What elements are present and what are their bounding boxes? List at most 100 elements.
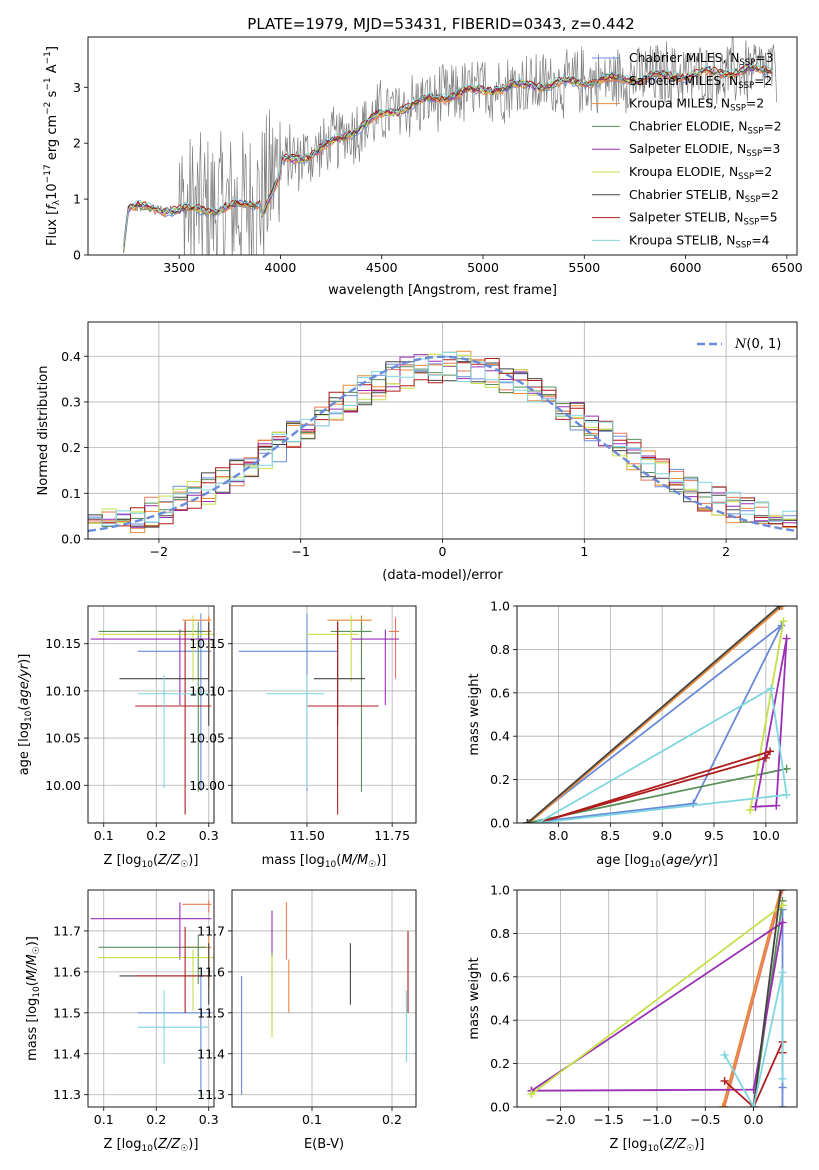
x-axis-label-part: (data-model)/error xyxy=(382,568,503,583)
x-axis-label: mass [log10(M/M☉)] xyxy=(262,853,387,870)
y-tick-label: 0.0 xyxy=(490,1100,510,1115)
x-axis-label-part: ☉ xyxy=(180,1144,188,1154)
panel-spectrum: 3500 4000 4500 5000 5500 6000 6500 0 1 2 3 Chabrier… xyxy=(43,36,803,298)
legend-label-tail: =2 xyxy=(746,97,764,111)
legend-label-sub: SSP xyxy=(730,104,746,114)
legend-label-tail: =2 xyxy=(754,165,772,179)
x-tick-label: 0.2 xyxy=(382,1112,402,1127)
y-tick-label: 10.10 xyxy=(189,683,225,698)
panel-weight_vs_Z: −2.0 −1.5 −1.0 −0.5 0.0 0.0 0.2 0.4 0.6 0.8 1.0 Z [… xyxy=(467,883,798,1154)
x-axis-label-part: 10 xyxy=(649,860,661,870)
legend-label: Chabrier MILES, NSSP=3 xyxy=(629,51,773,68)
x-tick-label: 0.2 xyxy=(146,1112,166,1127)
x-axis-label-part: ( xyxy=(659,1137,664,1152)
plot-area-age_vs_Z xyxy=(90,613,214,815)
panel-residuals: −2 −1 0 1 2 0.0 0.1 0.2 0.3 0.4 N(0, 1) (data-model… xyxy=(36,321,798,583)
panels: 3500 4000 4500 5000 5500 6000 6500 0 1 2 3 Chabrier… xyxy=(17,36,803,1154)
y-axis-label: mass weight xyxy=(467,957,482,1039)
y-tick-label: 0.8 xyxy=(490,642,510,657)
x-axis-label-part: ( xyxy=(661,853,666,868)
x-axis-label-part: Z/Z xyxy=(663,1137,687,1152)
y-tick-label: 10.00 xyxy=(45,778,81,793)
legend-label: Chabrier ELODIE, NSSP=2 xyxy=(629,119,782,136)
y-tick-label: 11.5 xyxy=(53,1005,81,1020)
x-tick-label: 1 xyxy=(580,544,588,559)
y-axis-label-part: −17 xyxy=(43,164,53,183)
y-axis-label-part: λ xyxy=(52,199,62,205)
y-tick-label: 0.6 xyxy=(490,969,510,984)
spectrum-model-line xyxy=(123,64,773,246)
y-axis-label-part: age/yr xyxy=(17,662,32,705)
y-axis-label-part: erg cm xyxy=(45,115,60,164)
y-axis-label-part: ] xyxy=(45,46,60,51)
x-axis-label-part: 10 xyxy=(141,1144,153,1154)
x-axis-label: E(B-V) xyxy=(304,1137,344,1152)
x-axis-label: (data-model)/error xyxy=(382,568,503,583)
y-tick-label: 11.4 xyxy=(53,1046,81,1061)
y-axis-label-part: ( xyxy=(25,981,40,986)
x-axis-label-part: M/M xyxy=(341,853,368,868)
weight-line xyxy=(530,920,784,1092)
figure-title: PLATE=1979, MJD=53431, FIBERID=0343, z=0… xyxy=(247,15,634,33)
y-axis-label-part: s xyxy=(45,90,60,101)
spectrum-model-line xyxy=(123,63,773,246)
y-tick-label: 11.6 xyxy=(53,964,81,979)
legend-label-sub: SSP xyxy=(747,126,763,136)
panel-weight_vs_age: 8.0 8.5 9.0 9.5 10.0 0.0 0.2 0.4 0.6 0.8 1.0 age [l… xyxy=(467,599,798,870)
y-tick-label: 10.05 xyxy=(189,731,225,746)
y-tick-label: 3 xyxy=(73,80,81,95)
x-axis-label: Z [log10(Z/Z☉)] xyxy=(104,1137,199,1154)
x-axis-label-part: ( xyxy=(153,1137,158,1152)
y-tick-label: 11.5 xyxy=(197,1005,225,1020)
x-tick-label: 0 xyxy=(439,544,447,559)
y-axis-label-part: 10 xyxy=(32,986,42,998)
y-axis-label: mass [log10(M/M☉)] xyxy=(25,936,42,1061)
x-axis-label-part: )] xyxy=(708,853,718,868)
y-axis-label-part: )] xyxy=(17,654,32,664)
y-tick-label: 11.3 xyxy=(53,1087,81,1102)
x-tick-label: 10.0 xyxy=(752,828,780,843)
x-tick-label: 0.0 xyxy=(744,1112,764,1127)
axes-frame xyxy=(516,605,798,824)
y-tick-label: 0.0 xyxy=(61,532,81,547)
y-tick-label: 10.10 xyxy=(45,683,81,698)
x-axis-label-part: 10 xyxy=(647,1144,659,1154)
y-axis-label-part: −2 xyxy=(43,102,53,115)
spectrum-model-line xyxy=(123,67,773,253)
plot-area-mass_vs_Z xyxy=(90,900,214,1095)
y-axis-label-part: ( xyxy=(17,706,32,711)
y-tick-label: 1.0 xyxy=(490,883,510,898)
weight-line xyxy=(723,890,784,1107)
y-tick-label: 11.6 xyxy=(197,964,225,979)
x-tick-label: 6000 xyxy=(670,260,702,275)
x-axis-label-part: Z/Z xyxy=(157,853,181,868)
y-tick-label: 0.1 xyxy=(61,486,81,501)
axes-frame xyxy=(87,889,215,1108)
panel-mass_vs_Z: 0.1 0.2 0.311.311.411.511.611.7Z [log10(Z/… xyxy=(25,889,219,1154)
legend-label: N(0, 1) xyxy=(734,337,781,352)
y-axis-label-part: 10 xyxy=(24,710,34,722)
plot-area-mass_vs_EBV xyxy=(241,902,409,1095)
x-axis-label-part: mass [log xyxy=(262,853,325,868)
x-tick-label: 5500 xyxy=(568,260,600,275)
legend-label: Kroupa ELODIE, NSSP=2 xyxy=(629,165,772,182)
x-axis-label-part: Z [log xyxy=(104,1137,142,1152)
legend-label-sub: SSP xyxy=(746,149,762,159)
spectrum-model-line xyxy=(123,62,773,246)
x-tick-label: −2.0 xyxy=(545,1112,575,1127)
y-tick-label: 11.7 xyxy=(197,923,225,938)
y-axis-label-part: −1 xyxy=(43,77,53,90)
axes-frame xyxy=(231,605,417,824)
legend-label-tail: =4 xyxy=(751,233,769,247)
x-axis-label-part: ( xyxy=(336,853,341,868)
x-axis-label-part: 10 xyxy=(325,860,337,870)
y-axis-label-part: 10 xyxy=(45,183,60,200)
weight-line xyxy=(537,749,773,823)
legend-label-text: Kroupa STELIB, N xyxy=(629,233,735,247)
x-tick-label: 4500 xyxy=(366,260,398,275)
x-tick-label: 11.50 xyxy=(289,828,325,843)
legend-label-tail: =3 xyxy=(755,51,773,65)
y-tick-label: 0.4 xyxy=(61,349,81,364)
x-tick-label: 0.3 xyxy=(199,1112,219,1127)
x-tick-label: −0.5 xyxy=(690,1112,720,1127)
